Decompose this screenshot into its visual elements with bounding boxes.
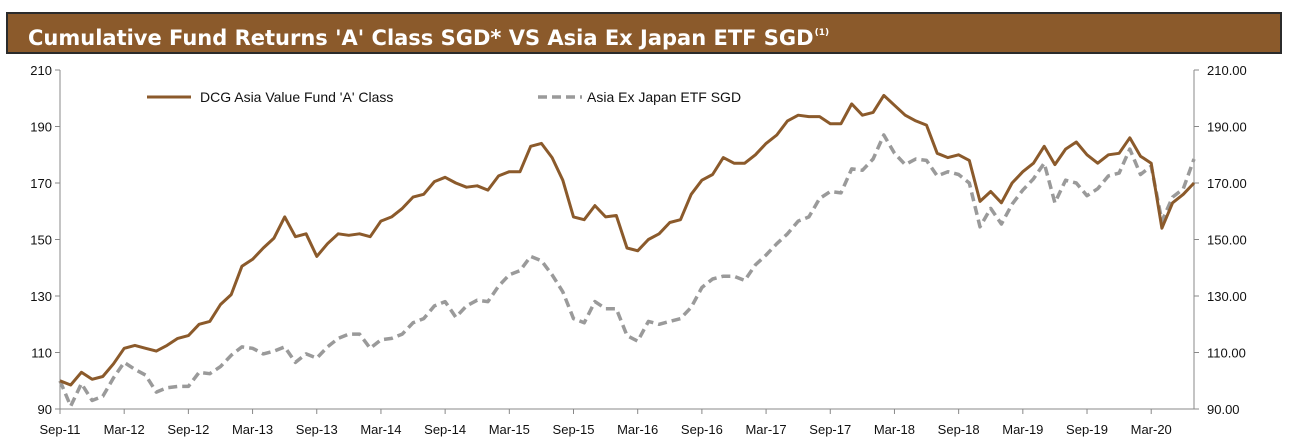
y-tick-label-right: 170.00	[1207, 176, 1247, 191]
y-tick-label-left: 130	[30, 289, 52, 304]
legend-label-etf: Asia Ex Japan ETF SGD	[587, 89, 741, 105]
x-tick-label: Mar-19	[1002, 422, 1043, 437]
y-tick-label-left: 210	[30, 63, 52, 78]
y-tick-label-left: 190	[30, 120, 52, 135]
x-tick-label: Sep-15	[553, 422, 595, 437]
y-tick-label-right: 190.00	[1207, 120, 1247, 135]
y-tick-label-right: 110.00	[1207, 346, 1246, 361]
x-tick-label: Sep-19	[1066, 422, 1108, 437]
y-tick-label-right: 210.00	[1207, 63, 1247, 78]
x-tick-label: Mar-20	[1131, 422, 1172, 437]
x-tick-label: Sep-16	[681, 422, 723, 437]
y-tick-label-right: 130.00	[1207, 289, 1247, 304]
x-tick-label: Mar-14	[360, 422, 401, 437]
x-tick-label: Sep-11	[40, 422, 81, 437]
y-tick-label-left: 170	[30, 176, 52, 191]
chart-title-footnote: (1)	[814, 28, 830, 38]
chart-title-text: Cumulative Fund Returns 'A' Class SGD* V…	[28, 26, 814, 50]
x-tick-label: Mar-16	[617, 422, 658, 437]
x-tick-label: Sep-14	[424, 422, 466, 437]
series-line-fund	[59, 93, 1196, 387]
x-tick-label: Sep-17	[809, 422, 851, 437]
x-tick-label: Sep-18	[938, 422, 980, 437]
title-banner: Cumulative Fund Returns 'A' Class SGD* V…	[6, 12, 1282, 54]
x-tick-label: Mar-18	[874, 422, 915, 437]
x-tick-label: Mar-13	[232, 422, 273, 437]
legend-label-fund: DCG Asia Value Fund 'A' Class	[200, 89, 393, 105]
series-line-etf	[58, 133, 1196, 408]
y-tick-label-right: 150.00	[1207, 233, 1247, 248]
y-tick-label-right: 90.00	[1207, 402, 1240, 417]
x-tick-label: Mar-15	[489, 422, 530, 437]
y-tick-label-left: 90	[38, 402, 52, 417]
x-tick-label: Sep-13	[296, 422, 338, 437]
x-tick-label: Mar-17	[745, 422, 786, 437]
x-tick-label: Mar-12	[104, 422, 145, 437]
x-tick-label: Sep-12	[167, 422, 209, 437]
chart-title: Cumulative Fund Returns 'A' Class SGD* V…	[28, 19, 829, 52]
y-tick-label-left: 110	[31, 346, 52, 361]
y-tick-label-left: 150	[30, 233, 52, 248]
